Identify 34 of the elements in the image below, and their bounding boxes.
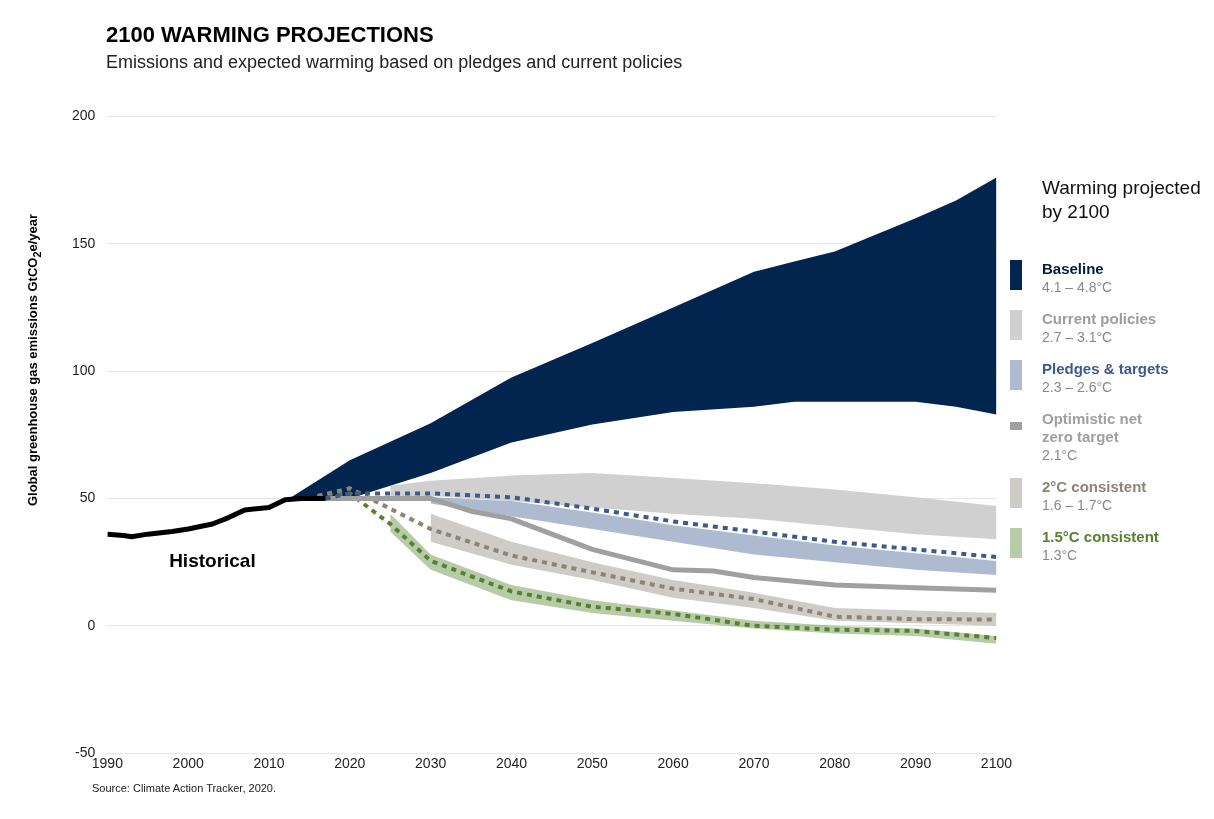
x-tick-label: 2050	[576, 755, 609, 772]
legend-label: Optimistic net zero target	[1042, 410, 1143, 446]
line-series	[323, 491, 997, 560]
series-label: Historical	[169, 549, 256, 571]
text: 2.7 – 3.1°C	[1042, 328, 1114, 346]
x-tick-label: 2000	[172, 755, 204, 772]
legend-label: 2°C consistent	[1042, 478, 1147, 496]
text: 2.3 – 2.6°C	[1042, 378, 1114, 396]
x-tick-label: 2020	[334, 755, 366, 772]
y-tick-label: 50	[79, 489, 96, 506]
chart-subtitle: Emissions and expected warming based on pledges and current policies	[106, 52, 683, 73]
text: 1.6 – 1.7°C	[1042, 496, 1114, 514]
x-tick-label: 2100	[980, 755, 1013, 772]
text: 4.1 – 4.8°C	[1042, 278, 1113, 296]
text: 2.1°C	[1042, 446, 1079, 464]
legend-label: 1.5°C consistent	[1042, 528, 1159, 546]
x-tick-label: 2060	[657, 755, 689, 772]
source-note: Source: Climate Action Tracker, 2020.	[92, 782, 277, 794]
x-tick-label: 2080	[819, 755, 851, 772]
legend-title: Warming projected by 2100	[1042, 176, 1202, 224]
y-tick-label: 0	[87, 616, 96, 633]
x-tick-label: 2030	[415, 755, 447, 772]
y-tick-label: 100	[72, 361, 96, 378]
y-tick-label: 150	[72, 234, 96, 251]
legend-label: Current policies	[1042, 310, 1157, 328]
legend-label: Baseline	[1042, 260, 1105, 278]
x-tick-label: 2040	[495, 755, 528, 772]
y-tick-label: 200	[72, 107, 96, 124]
x-tick-label: 2010	[253, 755, 285, 772]
chart-title: 2100 WARMING PROJECTIONS	[106, 22, 434, 48]
x-tick-label: 2070	[738, 755, 770, 772]
text: 1.3°C	[1042, 546, 1079, 564]
legend-label: Pledges & targets	[1042, 360, 1169, 378]
x-tick-label: 2090	[900, 755, 932, 772]
